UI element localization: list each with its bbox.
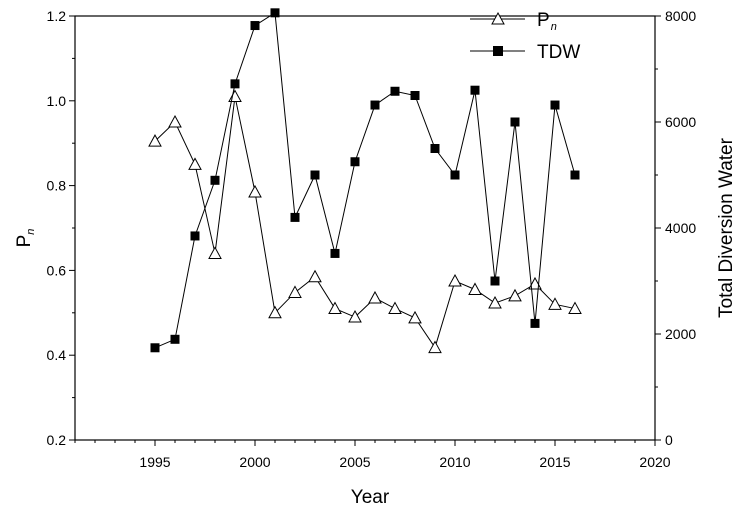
series-pn-point xyxy=(388,301,402,315)
x-tick-label: 2010 xyxy=(439,454,470,470)
x-axis-title: Year xyxy=(351,487,390,508)
series-pn-point xyxy=(288,285,302,298)
series-pn-point xyxy=(548,297,562,310)
series-tdw-point xyxy=(230,79,240,89)
series-tdw-point xyxy=(410,91,420,100)
series-pn-point xyxy=(228,89,242,103)
series-tdw-point xyxy=(570,170,580,180)
y-right-tick-label: 2000 xyxy=(665,326,696,342)
series-pn-point xyxy=(208,246,222,259)
series-tdw xyxy=(150,8,580,353)
series-tdw-point xyxy=(450,170,460,180)
plot-frame xyxy=(74,15,656,441)
series-tdw-point xyxy=(490,276,500,286)
series-tdw-point xyxy=(370,100,380,110)
left-axis: 0.2 0.4 0.6 0.8 1.0 1.2 xyxy=(47,8,75,448)
y-right-tick-label: 6000 xyxy=(665,114,696,130)
x-tick-label: 2020 xyxy=(639,454,670,470)
legend-pn-marker xyxy=(491,11,505,25)
y-right-axis-title: Total Diversion Water xyxy=(716,137,737,318)
series-tdw-point xyxy=(290,212,300,222)
series-pn xyxy=(148,89,582,354)
series-pn-point xyxy=(168,114,182,128)
series-tdw-point xyxy=(430,144,440,153)
y-left-tick-label: 1.2 xyxy=(47,8,67,24)
series-pn-point xyxy=(468,282,482,295)
series-pn-point xyxy=(248,184,262,198)
series-tdw-point xyxy=(150,343,160,353)
series-tdw-point xyxy=(510,117,520,127)
y-right-tick-label: 4000 xyxy=(665,220,696,236)
x-tick-label: 2000 xyxy=(239,454,270,470)
legend-pn-label: Pn xyxy=(537,10,557,33)
series-tdw-point xyxy=(470,85,480,95)
x-axis: 1995 2000 2005 2010 2015 2020 xyxy=(74,440,671,470)
series-pn-point xyxy=(488,296,502,309)
y-left-tick-label: 0.4 xyxy=(47,347,67,363)
legend-tdw-label: TDW xyxy=(537,42,580,63)
series-tdw-point xyxy=(310,170,320,180)
series-pn-point xyxy=(368,290,382,304)
series-tdw-point xyxy=(530,318,540,328)
series-pn-point xyxy=(268,305,282,319)
series-tdw-point xyxy=(330,248,340,258)
y-left-tick-label: 0.8 xyxy=(47,178,67,194)
series-pn-point xyxy=(408,310,422,324)
series-tdw-point xyxy=(250,21,260,31)
series-pn-point xyxy=(428,340,442,354)
series-pn-line xyxy=(154,96,576,349)
series-tdw-point xyxy=(350,157,360,167)
y-right-tick-label: 0 xyxy=(665,432,673,448)
series-pn-point xyxy=(348,309,362,323)
y-left-axis-title: Pn xyxy=(14,229,37,248)
x-tick-label: 2015 xyxy=(539,454,570,470)
legend-tdw-marker xyxy=(493,46,503,56)
series-tdw-point xyxy=(390,86,400,96)
series-tdw-line xyxy=(154,11,576,349)
series-pn-point xyxy=(308,269,322,283)
y-left-tick-label: 0.6 xyxy=(47,262,67,278)
series-pn-point xyxy=(148,134,162,147)
series-tdw-point xyxy=(550,100,560,110)
legend: Pn TDW xyxy=(470,10,580,63)
series-pn-point xyxy=(508,288,522,302)
x-tick-label: 2005 xyxy=(339,454,370,470)
series-pn-point xyxy=(328,301,342,315)
series-tdw-point xyxy=(190,231,200,241)
series-pn-point xyxy=(448,273,462,287)
series-pn-point xyxy=(568,301,582,315)
x-tick-label: 1995 xyxy=(139,454,170,470)
series-tdw-point xyxy=(210,175,220,185)
series-pn-point xyxy=(188,157,202,170)
y-left-tick-label: 0.2 xyxy=(47,432,67,448)
right-axis: 0 2000 4000 6000 8000 xyxy=(655,8,696,448)
y-left-tick-label: 1.0 xyxy=(47,93,67,109)
series-tdw-point xyxy=(270,8,280,18)
series-tdw-point xyxy=(170,334,180,344)
y-right-tick-label: 8000 xyxy=(665,8,696,24)
